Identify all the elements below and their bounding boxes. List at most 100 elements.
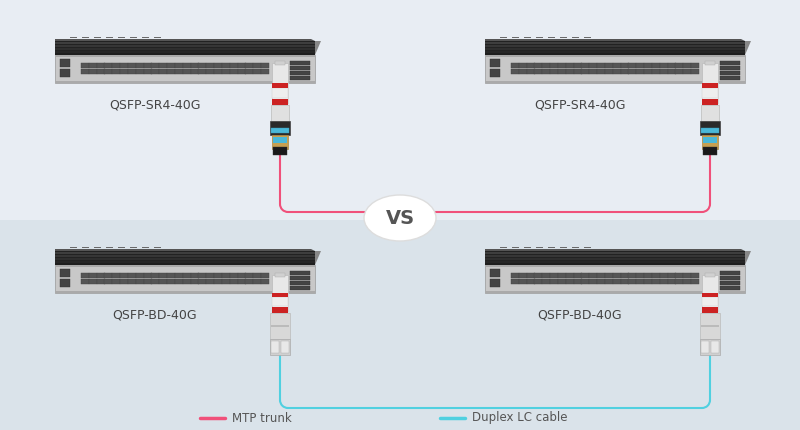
Bar [701, 325, 719, 327]
Bar [89, 63, 97, 68]
Bar [485, 81, 745, 83]
Bar [182, 63, 190, 68]
Bar [97, 63, 105, 68]
Bar [485, 251, 745, 265]
Text: MTP trunk: MTP trunk [232, 412, 292, 424]
Bar [222, 63, 230, 68]
Bar [112, 279, 120, 284]
Bar [628, 279, 636, 284]
Bar [597, 279, 605, 284]
Polygon shape [55, 39, 315, 41]
Bar [702, 99, 718, 105]
Bar [55, 48, 315, 50]
Bar [702, 83, 718, 103]
Bar [206, 63, 214, 68]
Bar [105, 69, 113, 74]
Bar [667, 69, 675, 74]
Bar [120, 63, 128, 68]
Bar [128, 69, 136, 74]
Bar [720, 281, 740, 285]
Bar [182, 69, 190, 74]
Bar [490, 69, 500, 77]
Text: QSFP-SR4-40G: QSFP-SR4-40G [534, 98, 626, 111]
Bar [89, 69, 97, 74]
Bar [271, 341, 279, 353]
Bar [628, 273, 636, 278]
Bar [246, 279, 254, 284]
Bar [636, 279, 644, 284]
Bar [261, 273, 269, 278]
Bar [190, 273, 198, 278]
Bar [621, 63, 629, 68]
Bar [636, 63, 644, 68]
Bar [81, 279, 89, 284]
Bar [574, 273, 582, 278]
Bar [675, 69, 683, 74]
Bar [644, 279, 652, 284]
Bar [550, 69, 558, 74]
Bar [206, 279, 214, 284]
Bar [566, 63, 574, 68]
Bar [652, 273, 660, 278]
Bar [511, 273, 519, 278]
Bar [214, 69, 222, 74]
Polygon shape [485, 249, 745, 251]
Bar [485, 265, 745, 293]
Bar [230, 279, 238, 284]
Bar [644, 273, 652, 278]
Bar [652, 63, 660, 68]
Bar [144, 279, 152, 284]
Bar [574, 279, 582, 284]
Bar [151, 273, 159, 278]
Bar [246, 69, 254, 74]
Bar [597, 63, 605, 68]
Bar [702, 88, 718, 98]
Bar [55, 51, 315, 53]
Bar [490, 59, 500, 67]
Bar [0, 220, 800, 430]
Bar [190, 279, 198, 284]
Bar [542, 69, 550, 74]
Bar [120, 273, 128, 278]
Bar [120, 279, 128, 284]
Bar [290, 66, 310, 70]
Bar [97, 273, 105, 278]
Bar [290, 76, 310, 80]
Bar [128, 279, 136, 284]
Bar [151, 63, 159, 68]
Bar [558, 63, 566, 68]
Bar [238, 279, 246, 284]
Bar [490, 269, 500, 277]
Bar [198, 279, 206, 284]
Bar [222, 279, 230, 284]
Bar [542, 63, 550, 68]
Bar [272, 293, 288, 311]
Bar [526, 279, 534, 284]
Bar [485, 252, 745, 254]
Bar [703, 137, 717, 143]
Bar [60, 269, 70, 277]
Bar [700, 313, 720, 339]
Bar [136, 63, 144, 68]
Bar [511, 69, 519, 74]
Bar [273, 137, 287, 143]
Bar [55, 265, 315, 293]
Bar [182, 273, 190, 278]
Bar [550, 279, 558, 284]
Bar [590, 279, 598, 284]
Bar [652, 69, 660, 74]
Bar [542, 279, 550, 284]
Bar [702, 293, 718, 311]
Bar [550, 63, 558, 68]
Bar [272, 297, 288, 306]
Bar [644, 63, 652, 68]
Bar [272, 83, 288, 88]
Bar [55, 81, 315, 83]
Bar [582, 63, 590, 68]
Bar [270, 121, 290, 135]
Bar [290, 71, 310, 75]
Bar [55, 265, 315, 267]
Bar [275, 61, 285, 65]
Bar [519, 279, 527, 284]
Bar [190, 63, 198, 68]
